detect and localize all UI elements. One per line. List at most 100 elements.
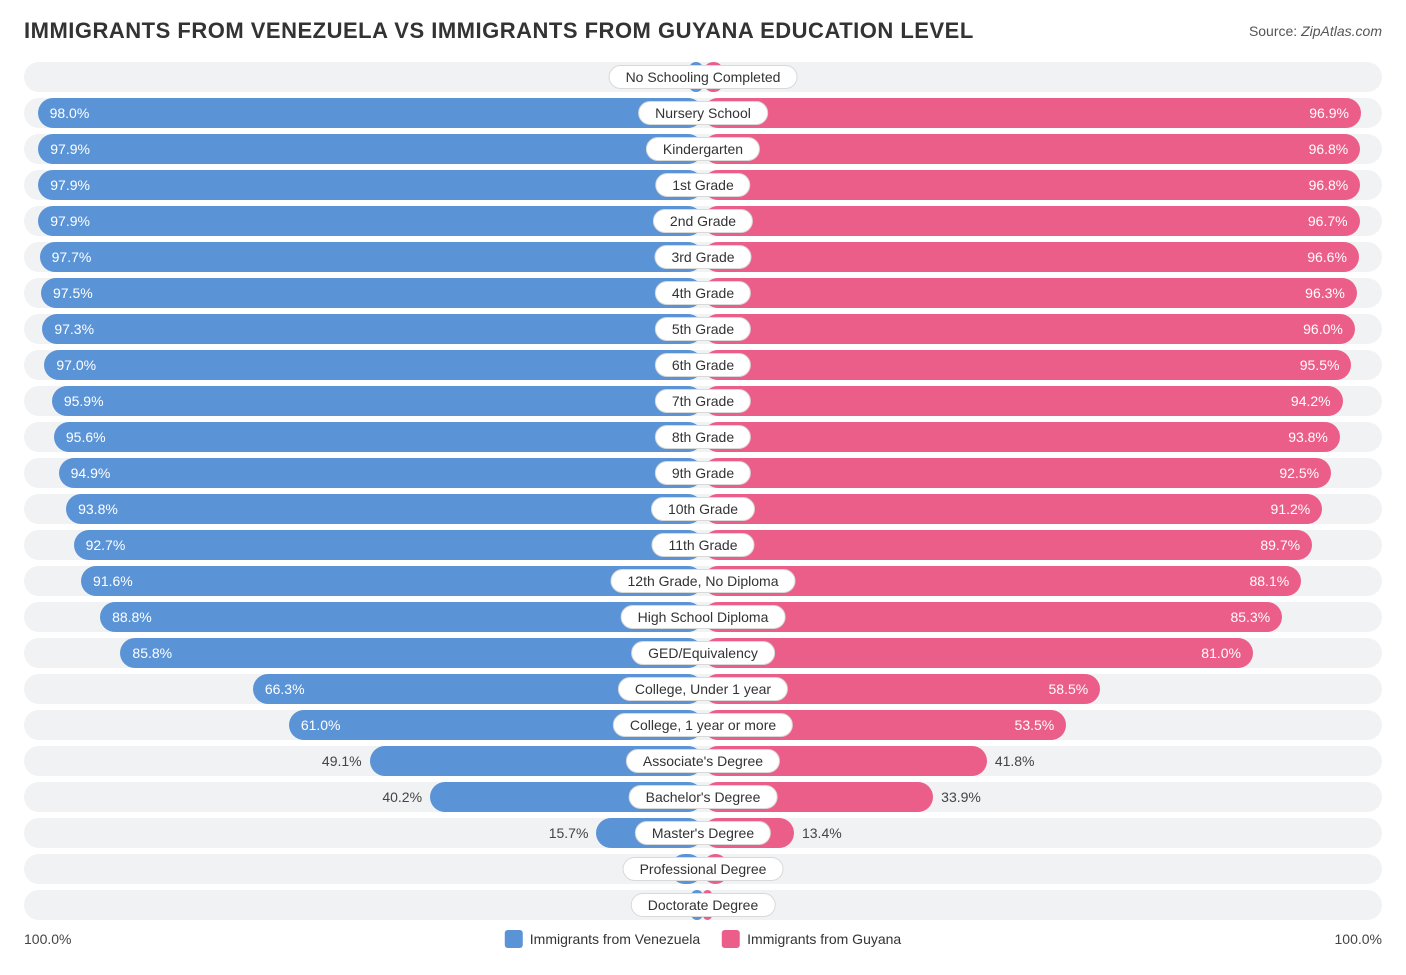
chart-title: IMMIGRANTS FROM VENEZUELA VS IMMIGRANTS … — [24, 18, 974, 44]
chart-row: 66.3%58.5%College, Under 1 year — [24, 674, 1382, 704]
chart-row: 97.7%96.6%3rd Grade — [24, 242, 1382, 272]
bar-left: 93.8% — [66, 494, 703, 524]
bar-value-left: 97.0% — [44, 350, 108, 380]
legend-label-right: Immigrants from Guyana — [747, 926, 901, 952]
chart-row: 91.6%88.1%12th Grade, No Diploma — [24, 566, 1382, 596]
category-label: 6th Grade — [655, 353, 751, 377]
legend-item-left: Immigrants from Venezuela — [505, 926, 700, 952]
bar-value-left: 97.9% — [38, 134, 102, 164]
bar-value-right: 91.2% — [1259, 494, 1323, 524]
bar-value-right: 93.8% — [1276, 422, 1340, 452]
bar-value-right: 94.2% — [1279, 386, 1343, 416]
chart-legend: Immigrants from Venezuela Immigrants fro… — [505, 926, 901, 952]
category-label: 2nd Grade — [653, 209, 753, 233]
category-label: High School Diploma — [621, 605, 786, 629]
bar-value-left: 97.9% — [38, 170, 102, 200]
category-label: Master's Degree — [635, 821, 771, 845]
bar-value-right: 96.9% — [1297, 98, 1361, 128]
bar-left: 97.9% — [38, 206, 703, 236]
bar-value-left: 66.3% — [253, 674, 317, 704]
category-label: College, 1 year or more — [613, 713, 793, 737]
bar-left: 97.3% — [42, 314, 703, 344]
chart-row: 2.0%3.1%No Schooling Completed — [24, 62, 1382, 92]
bar-value-left: 97.7% — [40, 242, 104, 272]
bar-value-left: 94.9% — [59, 458, 123, 488]
category-label: 7th Grade — [655, 389, 751, 413]
bar-left: 98.0% — [38, 98, 703, 128]
chart-row: 88.8% 85.3% High School Diploma — [24, 602, 1382, 632]
category-label: Nursery School — [638, 101, 768, 125]
education-diverging-bar-chart: 2.0%3.1%No Schooling Completed 98.0% 96.9%… — [24, 62, 1382, 920]
bar-value-left: 95.9% — [52, 386, 116, 416]
bar-value-left: 49.1% — [314, 746, 370, 776]
chart-row: 97.3% 96.0% 5th Grade — [24, 314, 1382, 344]
legend-item-right: Immigrants from Guyana — [722, 926, 901, 952]
bar-value-right: 96.3% — [1293, 278, 1357, 308]
bar-right: 96.9% — [703, 98, 1361, 128]
chart-row: 49.1% 41.8% Associate's Degree — [24, 746, 1382, 776]
bar-right: 92.5% — [703, 458, 1331, 488]
bar-value-left: 97.9% — [38, 206, 102, 236]
bar-value-right: 53.5% — [1003, 710, 1067, 740]
bar-value-left: 98.0% — [38, 98, 102, 128]
bar-value-right: 13.4% — [794, 818, 850, 848]
chart-source: Source: ZipAtlas.com — [1249, 23, 1382, 39]
chart-row: 1.7%1.3%Doctorate Degree — [24, 890, 1382, 920]
chart-row: 15.7%13.4%Master's Degree — [24, 818, 1382, 848]
bar-right: 81.0% — [703, 638, 1253, 668]
bar-left: 97.9% — [38, 170, 703, 200]
bar-value-left: 88.8% — [100, 602, 164, 632]
bar-right: 89.7% — [703, 530, 1312, 560]
chart-row: 4.8%3.7%Professional Degree — [24, 854, 1382, 884]
bar-left: 97.9% — [38, 134, 703, 164]
chart-row: 97.0% 95.5%6th Grade — [24, 350, 1382, 380]
category-label: 5th Grade — [655, 317, 751, 341]
bar-left: 95.9% — [52, 386, 703, 416]
chart-row: 92.7%89.7%11th Grade — [24, 530, 1382, 560]
bar-left: 95.6% — [54, 422, 703, 452]
bar-right: 85.3% — [703, 602, 1282, 632]
chart-row: 97.9% 96.8% 1st Grade — [24, 170, 1382, 200]
category-label: 8th Grade — [655, 425, 751, 449]
bar-value-right: 96.8% — [1297, 170, 1361, 200]
chart-row: 95.6% 93.8% 8th Grade — [24, 422, 1382, 452]
chart-row: 40.2%33.9%Bachelor's Degree — [24, 782, 1382, 812]
category-label: 12th Grade, No Diploma — [611, 569, 796, 593]
chart-row: 98.0% 96.9% Nursery School — [24, 98, 1382, 128]
category-label: 1st Grade — [655, 173, 750, 197]
bar-value-right: 96.0% — [1291, 314, 1355, 344]
bar-left: 85.8% — [120, 638, 703, 668]
bar-value-right: 41.8% — [987, 746, 1043, 776]
axis-max-left: 100.0% — [24, 926, 71, 952]
bar-right: 96.8% — [703, 134, 1360, 164]
chart-header: IMMIGRANTS FROM VENEZUELA VS IMMIGRANTS … — [24, 18, 1382, 44]
bar-left: 92.7% — [74, 530, 703, 560]
bar-track-right — [703, 62, 1382, 92]
bar-track-left — [24, 890, 703, 920]
bar-value-left: 93.8% — [66, 494, 130, 524]
category-label: Associate's Degree — [626, 749, 780, 773]
bar-value-right: 85.3% — [1218, 602, 1282, 632]
bar-right: 94.2% — [703, 386, 1343, 416]
category-label: No Schooling Completed — [609, 65, 798, 89]
bar-right: 96.0% — [703, 314, 1355, 344]
bar-track-left — [24, 62, 703, 92]
bar-track-left — [24, 854, 703, 884]
category-label: 9th Grade — [655, 461, 751, 485]
category-label: Professional Degree — [623, 857, 784, 881]
category-label: Bachelor's Degree — [629, 785, 778, 809]
bar-value-right: 58.5% — [1037, 674, 1101, 704]
bar-right: 96.3% — [703, 278, 1357, 308]
chart-row: 93.8%91.2%10th Grade — [24, 494, 1382, 524]
bar-value-left: 95.6% — [54, 422, 118, 452]
bar-right: 93.8% — [703, 422, 1340, 452]
bar-track-right — [703, 890, 1382, 920]
bar-left: 88.8% — [100, 602, 703, 632]
bar-value-right: 88.1% — [1237, 566, 1301, 596]
bar-value-left: 92.7% — [74, 530, 138, 560]
chart-row: 97.5%96.3%4th Grade — [24, 278, 1382, 308]
bar-value-right: 92.5% — [1267, 458, 1331, 488]
bar-value-left: 40.2% — [374, 782, 430, 812]
bar-right: 95.5% — [703, 350, 1351, 380]
chart-row: 97.9%96.8%Kindergarten — [24, 134, 1382, 164]
